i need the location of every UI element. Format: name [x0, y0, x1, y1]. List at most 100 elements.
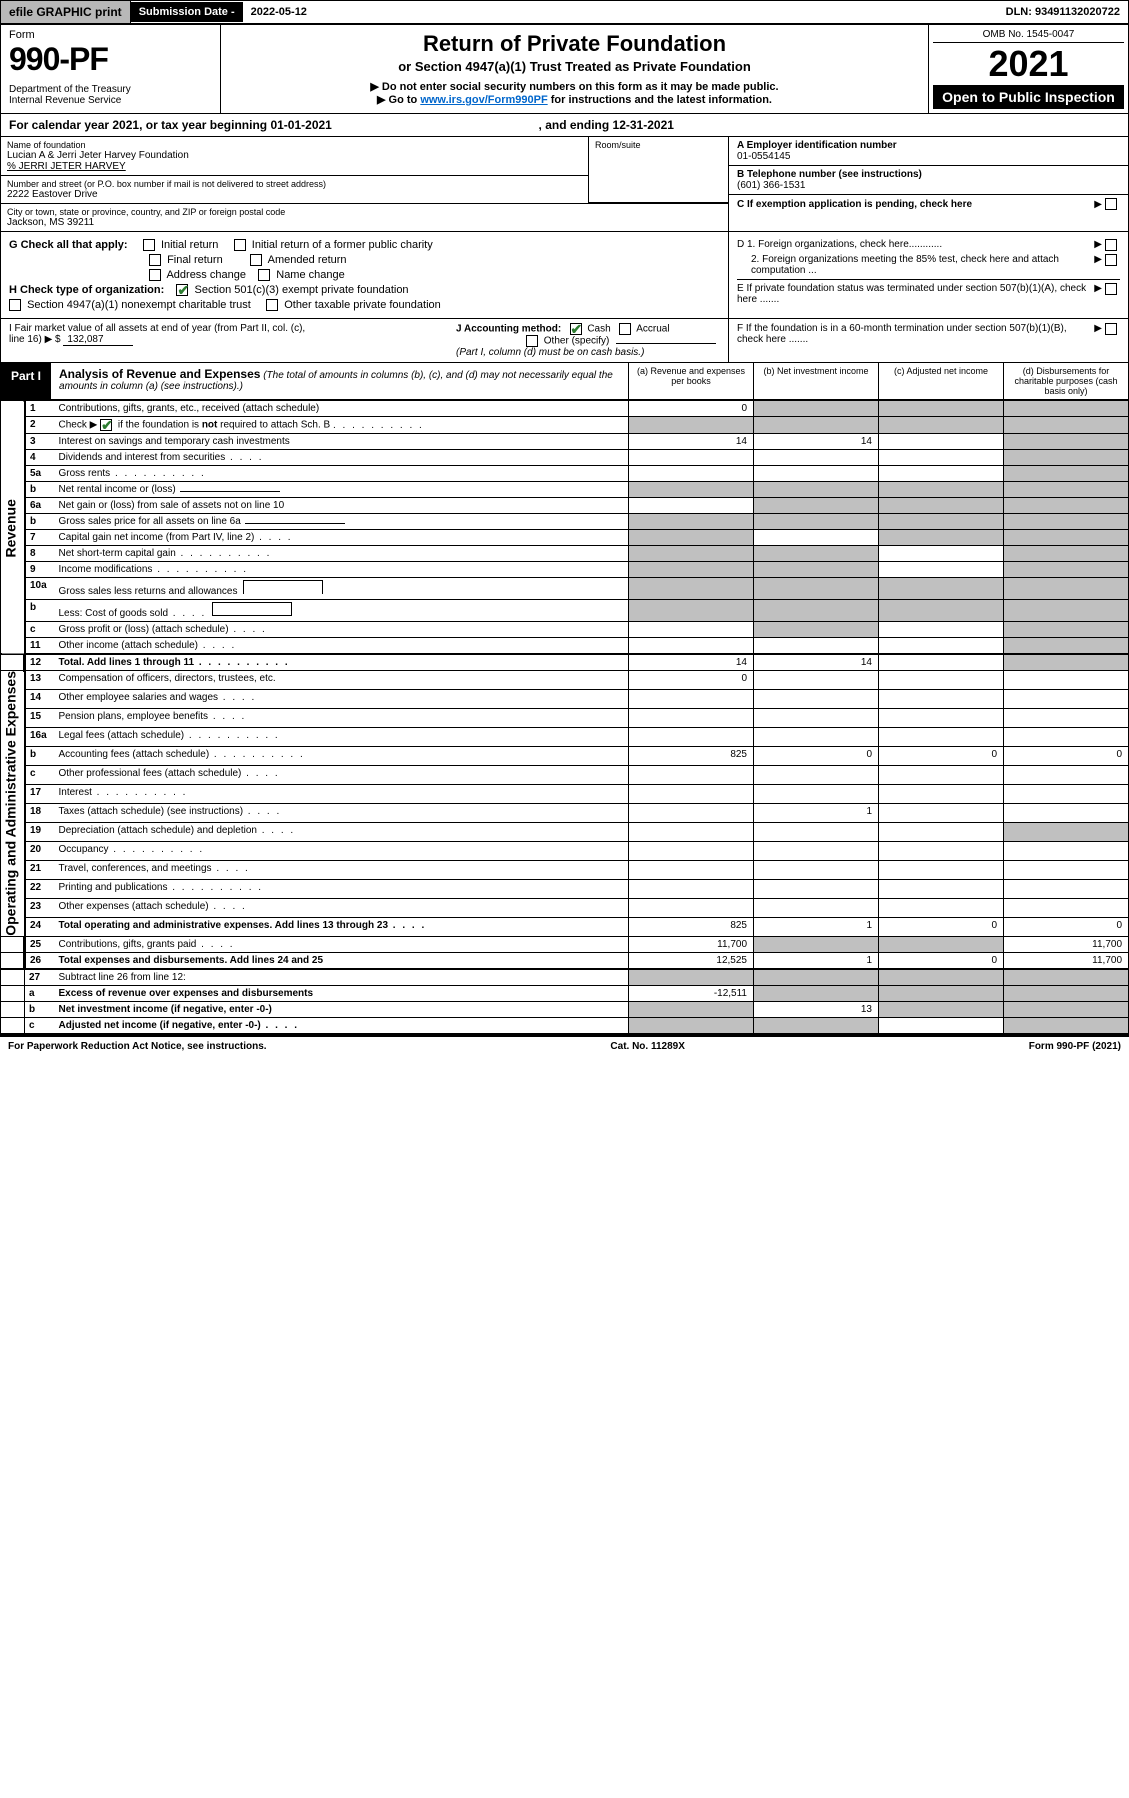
line-desc: Occupancy [55, 842, 629, 861]
4947-checkbox[interactable] [9, 299, 21, 311]
cash-label: Cash [587, 324, 610, 335]
table-row: 25Contributions, gifts, grants paid11,70… [1, 937, 1129, 953]
line-desc: Pension plans, employee benefits [55, 709, 629, 728]
line-amt-a: 12,525 [629, 953, 754, 970]
instructions-link[interactable]: www.irs.gov/Form990PF [420, 94, 547, 106]
initial-former-checkbox[interactable] [234, 239, 246, 251]
arrow-icon: ▶ [1094, 283, 1102, 305]
table-row: 17Interest [1, 785, 1129, 804]
exemption-pending-checkbox[interactable] [1105, 198, 1117, 210]
e-checkbox[interactable] [1105, 283, 1117, 295]
footer: For Paperwork Reduction Act Notice, see … [0, 1036, 1129, 1056]
line-amt-d: 0 [1004, 747, 1129, 766]
table-row: bLess: Cost of goods sold [1, 600, 1129, 622]
line-num: c [25, 766, 55, 785]
d2-label: 2. Foreign organizations meeting the 85%… [737, 254, 1091, 276]
schb-not-required-checkbox[interactable] [100, 419, 112, 431]
d1-checkbox[interactable] [1105, 239, 1117, 251]
initial-return-checkbox[interactable] [143, 239, 155, 251]
footer-left: For Paperwork Reduction Act Notice, see … [8, 1041, 267, 1052]
line-desc: Net short-term capital gain [55, 546, 629, 562]
line-num: c [25, 622, 55, 638]
l2-post: if the foundation is [118, 420, 202, 431]
line-desc: Total operating and administrative expen… [55, 918, 629, 937]
line-amt-b: 14 [754, 434, 879, 450]
line-desc: Interest on savings and temporary cash i… [55, 434, 629, 450]
line-desc: Less: Cost of goods sold [55, 600, 629, 622]
f-checkbox[interactable] [1105, 323, 1117, 335]
line-desc: Income modifications [55, 562, 629, 578]
line-desc: Taxes (attach schedule) (see instruction… [55, 804, 629, 823]
line-amt-b: 13 [754, 1002, 879, 1018]
d1-label: D 1. Foreign organizations, check here..… [737, 239, 1091, 251]
street-address: 2222 Eastover Drive [7, 189, 582, 200]
arrow-icon: ▶ [1094, 323, 1102, 345]
final-return-checkbox[interactable] [149, 254, 161, 266]
line-num: 9 [25, 562, 55, 578]
form-title-block: Return of Private Foundation or Section … [221, 25, 928, 113]
d2-checkbox[interactable] [1105, 254, 1117, 266]
line-amt-b: 1 [754, 804, 879, 823]
other-taxable-checkbox[interactable] [266, 299, 278, 311]
line-num: b [25, 482, 55, 498]
line-num: 1 [25, 401, 55, 417]
line-num: 20 [25, 842, 55, 861]
table-row: 26Total expenses and disbursements. Add … [1, 953, 1129, 970]
form-note-1: ▶ Do not enter social security numbers o… [231, 80, 918, 93]
efile-print-button[interactable]: efile GRAPHIC print [1, 1, 131, 23]
other-method-checkbox[interactable] [526, 335, 538, 347]
f-label: F If the foundation is in a 60-month ter… [737, 323, 1091, 345]
table-row: 9Income modifications [1, 562, 1129, 578]
tax-year-end: 12-31-2021 [613, 118, 674, 132]
address-change-checkbox[interactable] [149, 269, 161, 281]
line-desc: Depreciation (attach schedule) and deple… [55, 823, 629, 842]
line-amt-d [1004, 401, 1129, 417]
j-note: (Part I, column (d) must be on cash basi… [456, 347, 720, 358]
line-amt-b: 14 [754, 654, 879, 671]
line-desc: Gross profit or (loss) (attach schedule) [55, 622, 629, 638]
cash-checkbox[interactable] [570, 323, 582, 335]
i-label: I Fair market value of all assets at end… [9, 323, 440, 334]
line-num: 6a [25, 498, 55, 514]
line-num: 11 [25, 638, 55, 655]
line-num: a [25, 986, 55, 1002]
col-c-header: (c) Adjusted net income [878, 363, 1003, 399]
line-num: b [25, 600, 55, 622]
addr-label: Number and street (or P.O. box number if… [7, 179, 582, 189]
line-desc: Capital gain net income (from Part IV, l… [55, 530, 629, 546]
line-desc: Total. Add lines 1 through 11 [55, 654, 629, 671]
name-change-checkbox[interactable] [258, 269, 270, 281]
table-row: bNet rental income or (loss) [1, 482, 1129, 498]
501c3-checkbox[interactable] [176, 284, 188, 296]
line-amt-c: 0 [879, 747, 1004, 766]
foundation-name: Lucian A & Jerri Jeter Harvey Foundation [7, 150, 582, 161]
arrow-icon: ▶ [1094, 254, 1102, 276]
line-num: c [25, 1018, 55, 1034]
table-row: 16aLegal fees (attach schedule) [1, 728, 1129, 747]
topbar: efile GRAPHIC print Submission Date - 20… [0, 0, 1129, 25]
phone-label: B Telephone number (see instructions) [737, 169, 1120, 180]
table-row: 24Total operating and administrative exp… [1, 918, 1129, 937]
form-note-2: ▶ Go to www.irs.gov/Form990PF for instru… [231, 93, 918, 106]
table-row: aExcess of revenue over expenses and dis… [1, 986, 1129, 1002]
table-row: 11Other income (attach schedule) [1, 638, 1129, 655]
line-desc: Other professional fees (attach schedule… [55, 766, 629, 785]
amended-checkbox[interactable] [250, 254, 262, 266]
line-desc: Gross rents [55, 466, 629, 482]
table-row: 8Net short-term capital gain [1, 546, 1129, 562]
line-num: 15 [25, 709, 55, 728]
line-num: 5a [25, 466, 55, 482]
line-desc: Other expenses (attach schedule) [55, 899, 629, 918]
table-row: 2 Check ▶ if the foundation is not requi… [1, 417, 1129, 434]
line-num: 8 [25, 546, 55, 562]
line-desc: Compensation of officers, directors, tru… [55, 671, 629, 690]
department: Department of the Treasury Internal Reve… [9, 84, 212, 106]
revenue-sidelabel: Revenue [1, 401, 25, 655]
accrual-checkbox[interactable] [619, 323, 631, 335]
submission-label: Submission Date - [131, 2, 243, 22]
line-num: 18 [25, 804, 55, 823]
ihj-row: I Fair market value of all assets at end… [0, 319, 1129, 363]
line-amt-a: 11,700 [629, 937, 754, 953]
line-num: 21 [25, 861, 55, 880]
name-change-label: Name change [276, 269, 345, 281]
